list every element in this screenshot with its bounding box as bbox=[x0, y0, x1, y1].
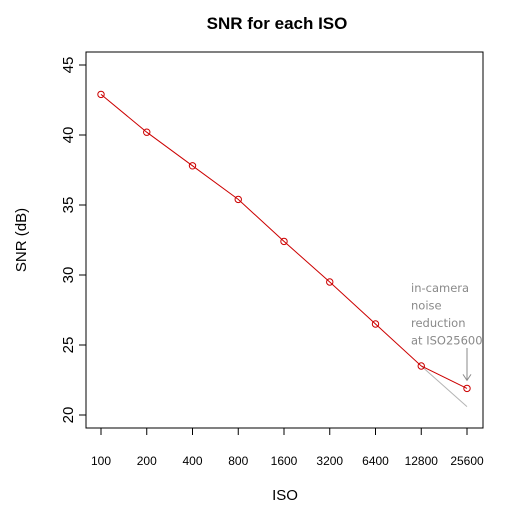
data-point bbox=[97, 90, 105, 99]
data-point bbox=[326, 278, 334, 286]
annotation-line: at ISO25600 bbox=[411, 334, 483, 348]
data-point bbox=[280, 237, 288, 246]
annotation-layer: in-camera noise reduction at ISO25600 bbox=[411, 281, 483, 382]
x-tick-label: 12800 bbox=[405, 454, 439, 468]
x-axis-title: ISO bbox=[272, 487, 298, 504]
x-tick-label: 1600 bbox=[271, 454, 298, 468]
y-tick-label: 25 bbox=[60, 337, 77, 354]
y-tick-label: 20 bbox=[60, 407, 77, 424]
x-tick-label: 400 bbox=[182, 454, 202, 468]
data-point bbox=[234, 195, 242, 204]
series-layer bbox=[97, 90, 471, 407]
y-axis: 20 25 30 35 40 45 bbox=[60, 57, 87, 424]
x-tick-label: 25600 bbox=[450, 454, 484, 468]
data-point bbox=[188, 162, 197, 170]
annotation-line: reduction bbox=[411, 316, 466, 330]
y-tick-label: 40 bbox=[60, 127, 77, 144]
data-point bbox=[143, 128, 151, 136]
x-axis: 100 200 400 800 1600 3200 6400 12800 25600 bbox=[91, 427, 484, 468]
x-tick-label: 800 bbox=[228, 454, 248, 468]
annotation-note: in-camera noise reduction at ISO25600 bbox=[411, 281, 483, 382]
y-tick-label: 35 bbox=[60, 197, 77, 214]
y-axis-title: SNR (dB) bbox=[13, 208, 30, 272]
annotation-line: noise bbox=[411, 299, 442, 313]
x-tick-label: 200 bbox=[137, 454, 157, 468]
y-tick-label: 45 bbox=[60, 57, 77, 74]
snr-series-line bbox=[100, 94, 468, 389]
chart-title: SNR for each ISO bbox=[207, 14, 348, 33]
trend-extrapolation-line bbox=[420, 365, 468, 407]
annotation-line: in-camera bbox=[411, 281, 469, 295]
x-tick-label: 100 bbox=[91, 454, 111, 468]
data-point bbox=[371, 320, 380, 328]
x-tick-label: 6400 bbox=[362, 454, 389, 468]
y-tick-label: 30 bbox=[60, 267, 77, 284]
data-point bbox=[417, 362, 425, 370]
annotation-arrow-head bbox=[462, 374, 472, 382]
data-point bbox=[463, 384, 471, 393]
x-tick-label: 3200 bbox=[316, 454, 343, 468]
